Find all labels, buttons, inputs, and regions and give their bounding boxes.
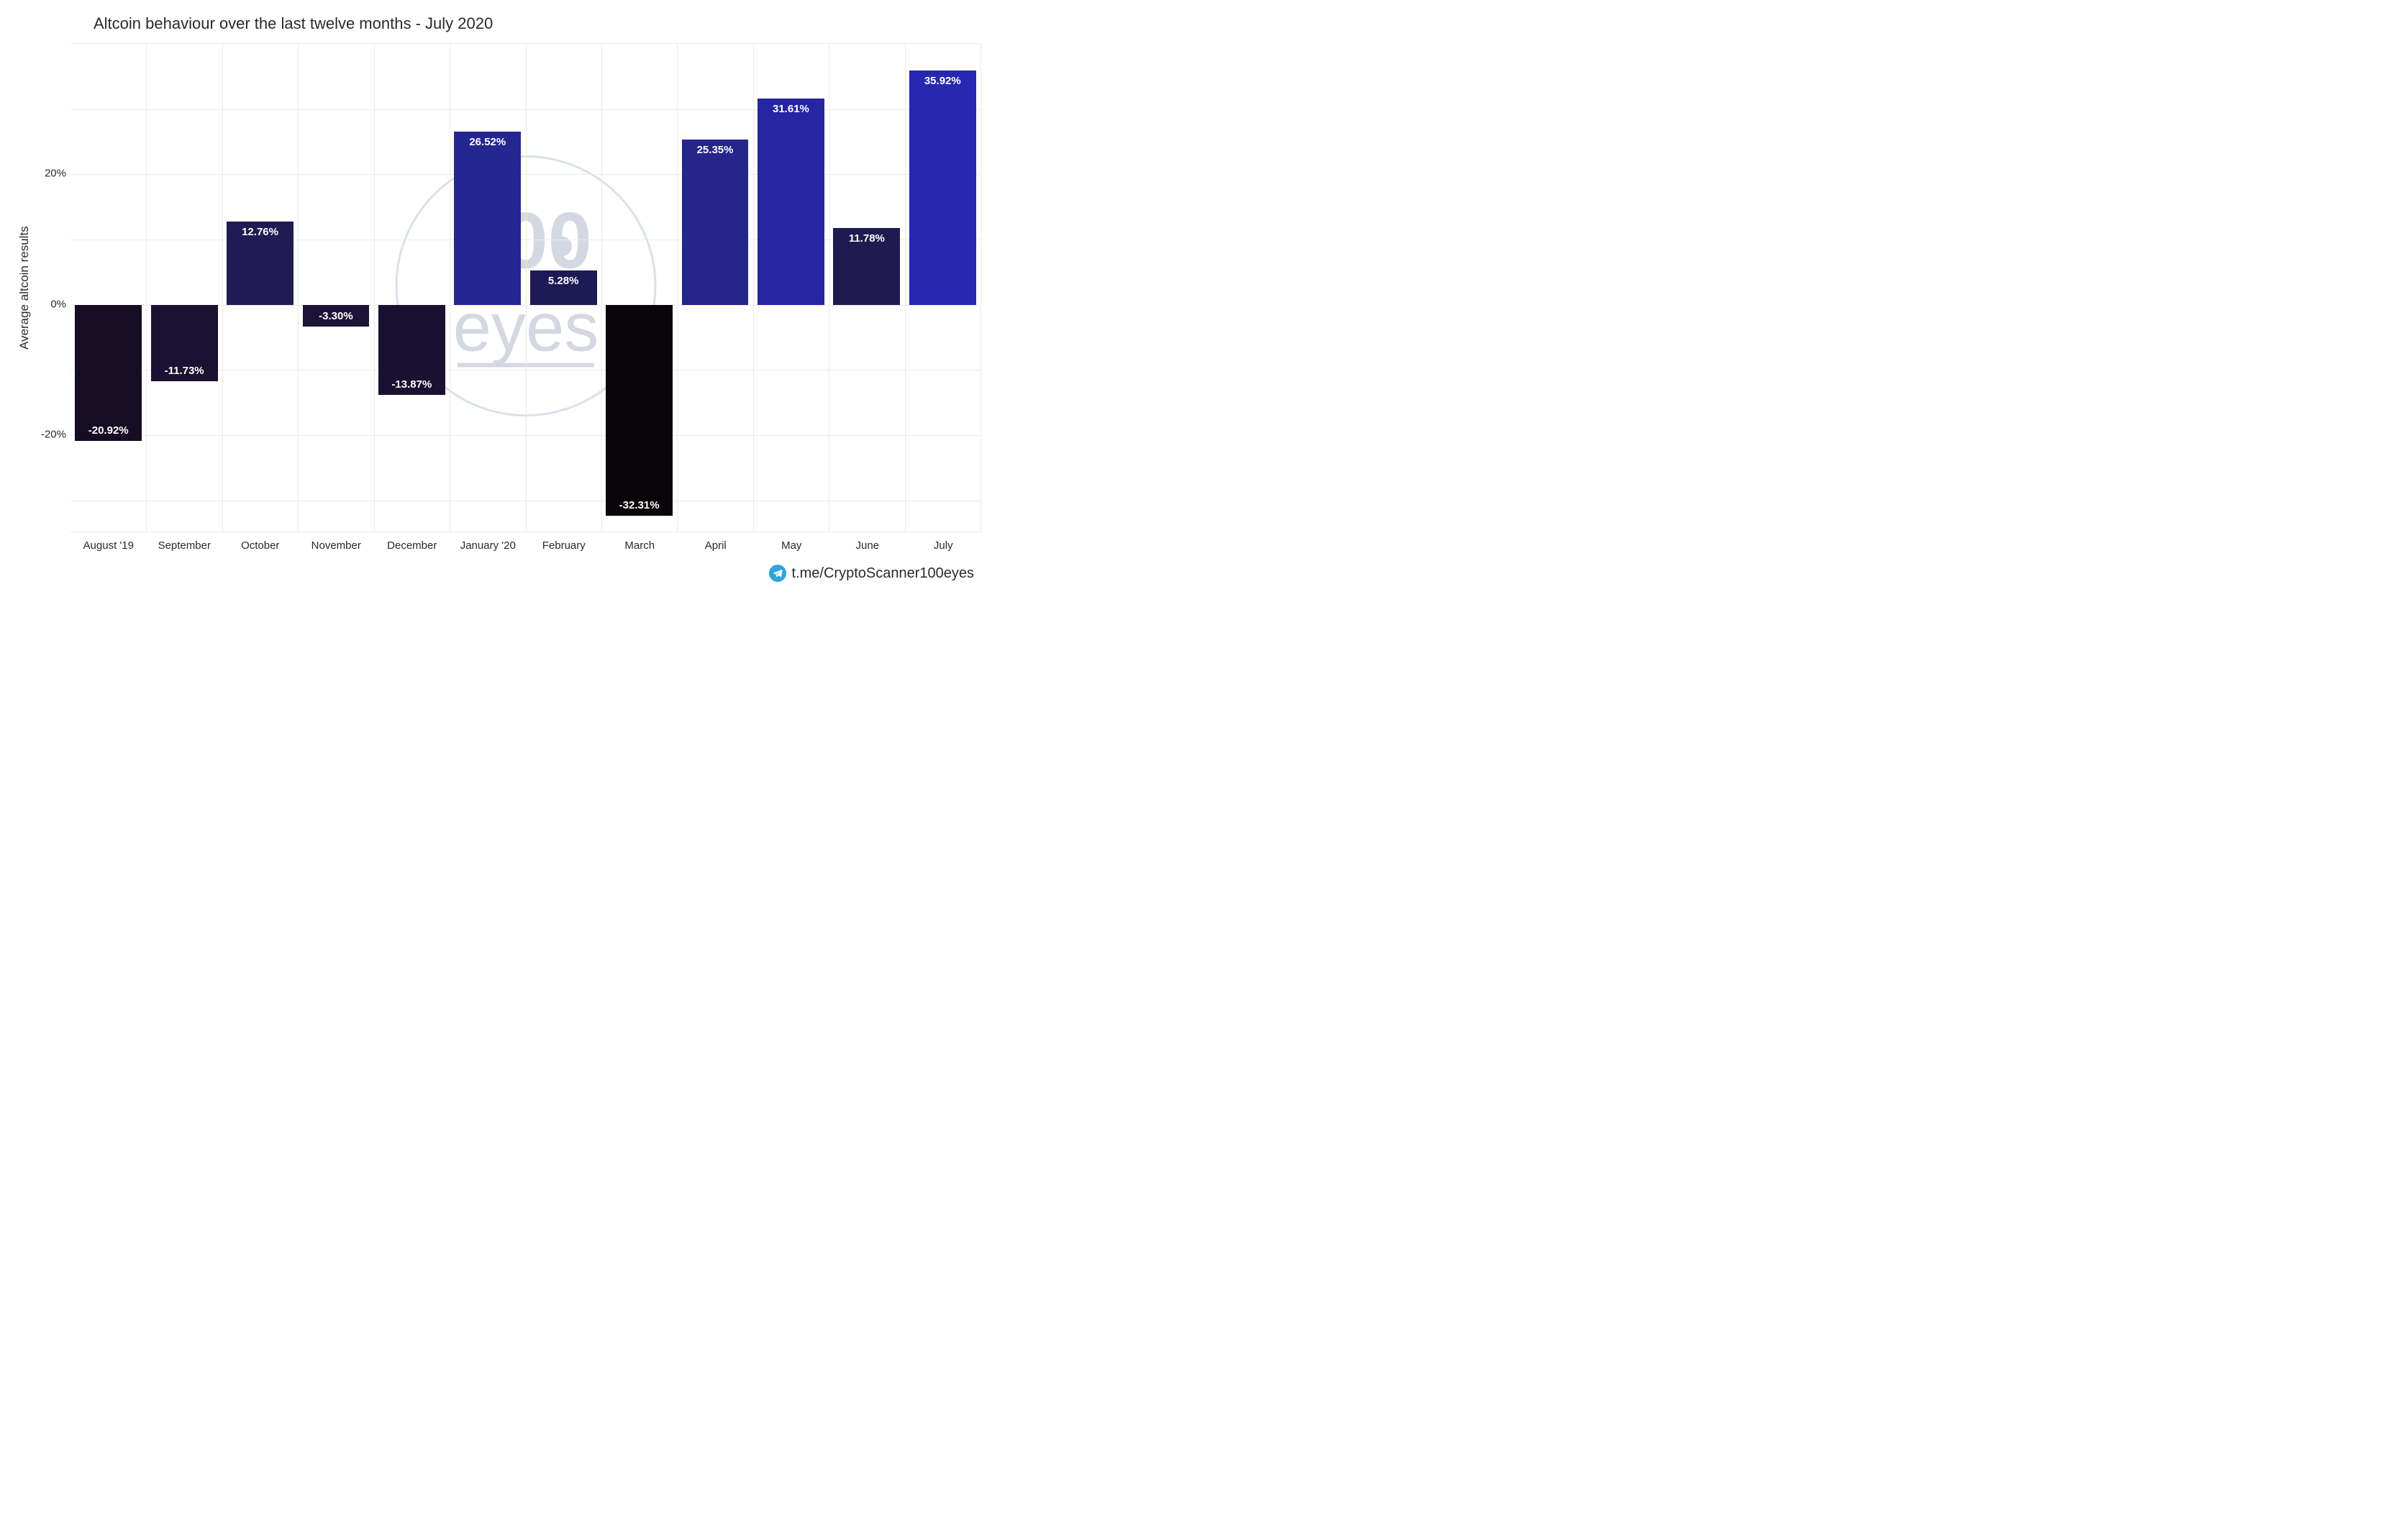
x-tick-label: July xyxy=(906,532,982,552)
x-tick-label: October xyxy=(222,532,299,552)
telegram-icon xyxy=(769,565,786,582)
y-tick-label: -20% xyxy=(41,429,66,441)
x-tick-label: February xyxy=(526,532,602,552)
bar-value-label: 12.76% xyxy=(242,226,278,238)
bar: 25.35% xyxy=(682,140,749,305)
bar-value-label: -13.87% xyxy=(391,378,432,391)
x-tick-label: September xyxy=(147,532,223,552)
bar-value-label: 31.61% xyxy=(773,103,809,115)
bar: 31.61% xyxy=(758,99,824,305)
x-tick-label: June xyxy=(829,532,906,552)
bar-value-label: -3.30% xyxy=(319,310,353,322)
x-tick-label: December xyxy=(374,532,450,552)
bar-value-label: 35.92% xyxy=(924,75,961,87)
y-axis: -20% 0% 20% xyxy=(35,43,70,532)
y-tick-label: 0% xyxy=(50,298,66,310)
bar-value-label: 5.28% xyxy=(548,275,579,287)
chart-container: Altcoin behaviour over the last twelve m… xyxy=(14,14,981,582)
footer: t.me/CryptoScanner100eyes xyxy=(14,565,981,582)
footer-text: t.me/CryptoScanner100eyes xyxy=(792,565,974,582)
bar: -13.87% xyxy=(378,305,445,396)
x-tick-label: January '20 xyxy=(450,532,527,552)
bar-value-label: 25.35% xyxy=(697,144,734,156)
x-tick-label: August '19 xyxy=(70,532,147,552)
x-tick-label: May xyxy=(754,532,830,552)
x-tick-label: November xyxy=(299,532,375,552)
plot-area: 100 eyes -20.92%-11.73%12.76%-3.30%-13.8… xyxy=(70,43,981,532)
x-tick-label: April xyxy=(678,532,754,552)
bar: 12.76% xyxy=(227,222,294,305)
bar: -20.92% xyxy=(75,305,142,442)
bars-layer: -20.92% -11.73% 12.76% -3.30% -13.87% 26.52% 5… xyxy=(70,44,981,532)
bar: 5.28% xyxy=(530,270,597,305)
bar-value-label: 11.78% xyxy=(849,232,885,245)
x-axis: August '19SeptemberOctoberNovemberDecemb… xyxy=(70,532,981,552)
bar-value-label: 26.52% xyxy=(469,136,506,148)
bar-value-label: -20.92% xyxy=(88,424,129,437)
y-tick-label: 20% xyxy=(45,168,66,180)
x-tick-label: March xyxy=(602,532,678,552)
plot-row: Average altcoin results -20%0%20% 100 ey… xyxy=(14,43,981,532)
bar: -11.73% xyxy=(151,305,218,381)
bar-value-label: -11.73% xyxy=(165,365,204,377)
bar: 26.52% xyxy=(454,132,521,304)
bar-value-label: -32.31% xyxy=(619,499,660,511)
bar: -32.31% xyxy=(606,305,673,516)
bar: 35.92% xyxy=(909,70,976,305)
y-axis-label: Average altcoin results xyxy=(14,43,35,532)
bar: -3.30% xyxy=(303,305,370,327)
chart-title: Altcoin behaviour over the last twelve m… xyxy=(94,14,981,33)
bar: 11.78% xyxy=(833,228,900,305)
